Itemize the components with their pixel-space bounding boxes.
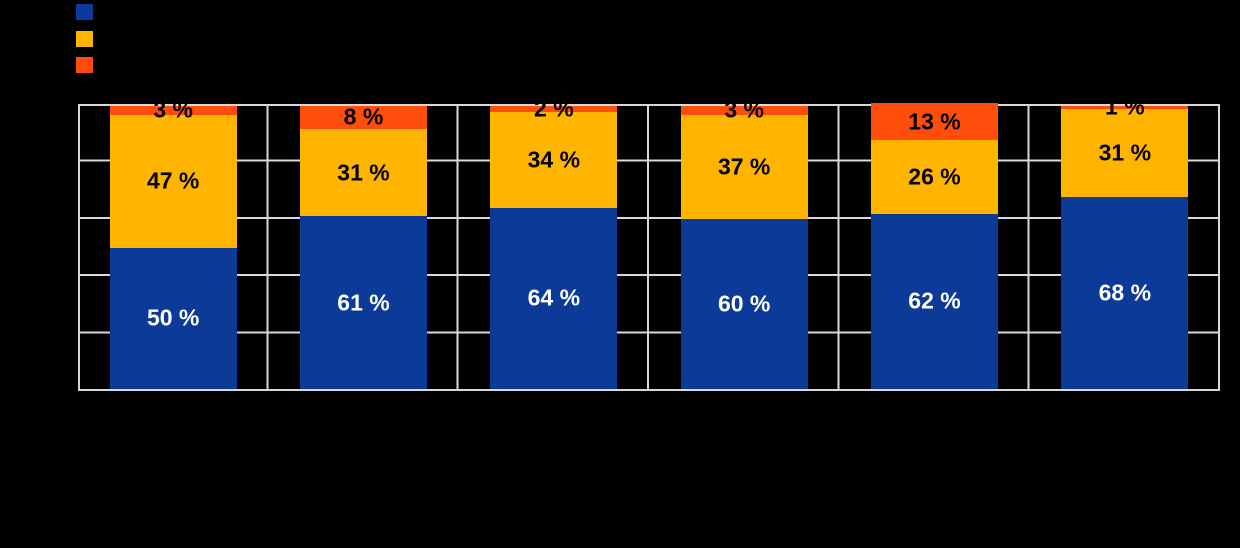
bar-3-segment-series-red: 2 % xyxy=(490,97,618,120)
bar-4-value-label-series-blue: 60 % xyxy=(717,290,771,317)
bar-group-1: 50 % 47 % 3 % xyxy=(109,98,237,389)
bar-1-segment-series-blue: 50 % xyxy=(109,247,237,389)
bar-2-segment-series-blue: 61 % xyxy=(300,216,427,389)
chart-legend xyxy=(76,4,93,73)
legend-swatch-series-blue xyxy=(76,4,93,20)
bar-1-value-label-series-blue: 50 % xyxy=(146,304,200,331)
bar-4-value-label-series-orange: 37 % xyxy=(717,153,771,180)
plot-area: 50 % 47 % 3 % 61 % 31 % 8 % 64 % 34 % 2 % 60 % 37 … xyxy=(78,95,1220,391)
bar-4-segment-series-red: 3 % xyxy=(680,98,808,121)
bar-group-2: 61 % 31 % 8 % xyxy=(300,103,427,389)
bar-3-value-label-series-blue: 64 % xyxy=(527,284,581,311)
bar-6-segment-series-red: 1 % xyxy=(1061,95,1189,118)
bar-4-value-label-series-red: 3 % xyxy=(724,96,764,123)
bar-5-segment-series-red: 13 % xyxy=(871,103,998,140)
bar-5-value-label-series-red: 13 % xyxy=(908,108,961,135)
bar-5-value-label-series-blue: 62 % xyxy=(908,287,961,314)
bar-5-segment-series-blue: 62 % xyxy=(871,213,998,389)
bar-6-value-label-series-orange: 31 % xyxy=(1098,139,1152,166)
bar-6-segment-series-orange: 31 % xyxy=(1061,108,1189,197)
plot-grid xyxy=(78,104,1220,391)
legend-swatch-series-red xyxy=(76,57,93,73)
bar-2-value-label-series-orange: 31 % xyxy=(337,159,390,186)
bar-group-6: 68 % 31 % 1 % xyxy=(1061,95,1189,389)
bar-1-segment-series-orange: 47 % xyxy=(109,114,237,248)
bar-3-value-label-series-orange: 34 % xyxy=(527,146,581,173)
bar-6-value-label-series-red: 1 % xyxy=(1105,93,1145,120)
bar-group-4: 60 % 37 % 3 % xyxy=(680,98,808,389)
bar-3-segment-series-blue: 64 % xyxy=(490,207,618,389)
bar-3-segment-series-orange: 34 % xyxy=(490,111,618,208)
bar-6-value-label-series-blue: 68 % xyxy=(1098,279,1152,306)
bar-4-segment-series-blue: 60 % xyxy=(680,219,808,389)
bar-2-value-label-series-red: 8 % xyxy=(343,103,384,130)
legend-swatch-series-orange xyxy=(76,30,93,47)
bar-1-segment-series-red: 3 % xyxy=(109,98,237,121)
bar-2-value-label-series-blue: 61 % xyxy=(337,289,390,316)
bar-2-segment-series-orange: 31 % xyxy=(300,128,427,217)
bars-container: 50 % 47 % 3 % 61 % 31 % 8 % 64 % 34 % 2 % 60 % 37 … xyxy=(78,95,1220,391)
bar-1-value-label-series-red: 3 % xyxy=(153,96,193,123)
bar-3-value-label-series-red: 2 % xyxy=(534,95,574,122)
bar-group-5: 62 % 26 % 13 % xyxy=(871,103,998,389)
bar-5-segment-series-orange: 26 % xyxy=(871,139,998,214)
bar-1-value-label-series-orange: 47 % xyxy=(146,167,200,194)
bar-6-segment-series-blue: 68 % xyxy=(1061,196,1189,389)
bar-group-3: 64 % 34 % 2 % xyxy=(490,97,618,389)
bar-2-segment-series-red: 8 % xyxy=(300,103,427,130)
bar-4-segment-series-orange: 37 % xyxy=(680,114,808,220)
bar-5-value-label-series-orange: 26 % xyxy=(908,163,961,190)
